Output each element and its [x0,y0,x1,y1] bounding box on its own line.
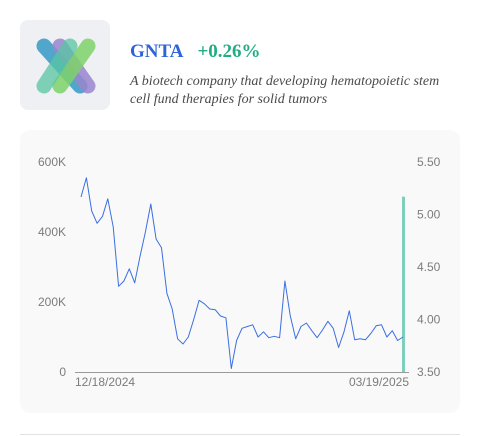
ticker-symbol[interactable]: GNTA [130,41,184,62]
price-line[interactable] [80,177,404,369]
left-axis-tick-label: 600K [38,155,66,169]
highlight-bar [402,196,405,372]
company-description: A biotech company that developing hemato… [130,74,440,107]
divider [20,434,460,435]
left-axis-tick-label: 200K [38,295,66,309]
ticker-line: GNTA +0.26% [130,40,261,64]
price-change: +0.26% [197,41,261,62]
price-volume-chart[interactable]: 0 200K 400K 600K 3.50 4.00 4.50 5.00 5.50 12/18/2… [20,130,460,413]
x-axis-tick-label: 12/18/2024 [75,375,135,389]
right-axis-tick-label: 5.00 [417,208,441,222]
right-axis-tick-label: 4.50 [417,260,441,274]
x-axis-tick-label: 03/19/2025 [349,375,409,389]
left-axis-tick-label: 400K [38,225,66,239]
chart-card: 0 200K 400K 600K 3.50 4.00 4.50 5.00 5.50 12/18/2… [20,130,460,413]
right-axis-tick-label: 5.50 [417,155,441,169]
stock-header: GNTA +0.26% A biotech company that develo… [20,20,460,112]
company-logo [20,20,110,110]
right-axis-tick-label: 3.50 [417,365,441,379]
right-axis-tick-label: 4.00 [417,313,441,327]
gnta-ribbon-logo-icon [36,38,96,94]
left-axis-tick-label: 0 [59,365,66,379]
